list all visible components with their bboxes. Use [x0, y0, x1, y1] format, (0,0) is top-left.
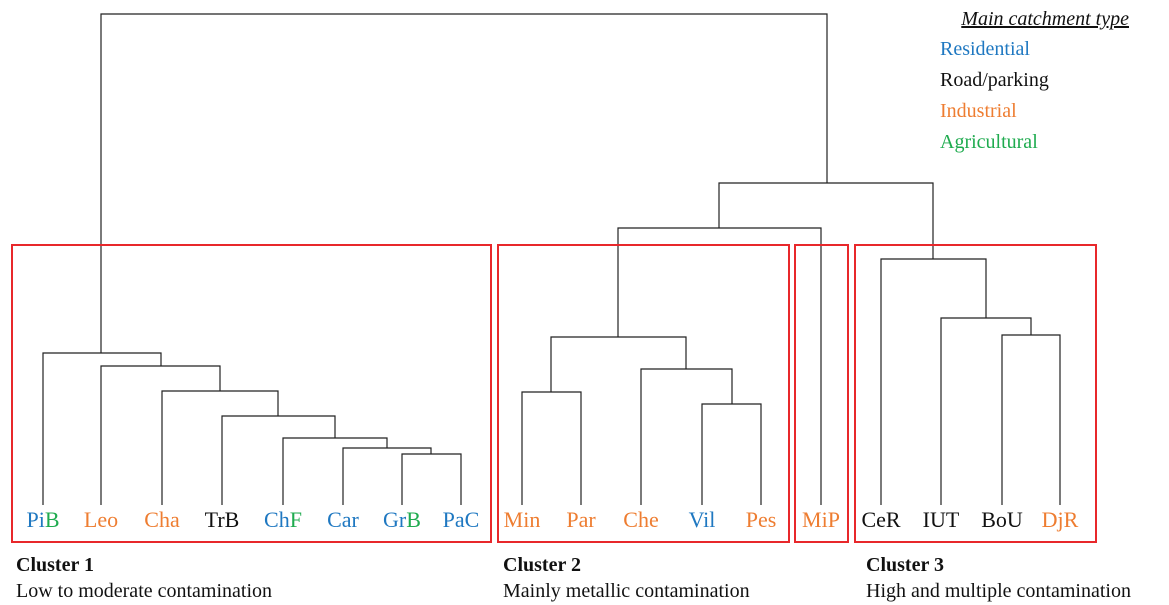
leaf-label-trb: TrB [205, 507, 240, 532]
leaf-label-djr: DjR [1042, 507, 1079, 532]
link-grb-pac [401, 453, 462, 505]
legend-item-residential: Residential [940, 38, 1030, 60]
cluster-1-title: Cluster 1 [16, 554, 94, 576]
cluster-1-description: Low to moderate contamination [16, 580, 272, 602]
leaf-label-pes: Pes [746, 507, 777, 532]
cluster-2-description: Mainly metallic contamination [503, 580, 750, 602]
leaf-label-part: Pes [746, 507, 777, 532]
leaf-label-grb: GrB [383, 507, 421, 532]
link-car-grbpac [342, 447, 432, 505]
legend: Main catchment type Residential Road/par… [940, 8, 1129, 153]
legend-title: Main catchment type [960, 8, 1129, 30]
cluster-1-box [11, 244, 492, 543]
leaf-label-part: Vil [689, 507, 716, 532]
leaf-label-mip: MiP [802, 507, 840, 532]
cluster-captions: Cluster 1 Low to moderate contamination … [16, 554, 1131, 602]
legend-item-industrial: Industrial [940, 100, 1017, 122]
link-cer-rest [880, 258, 987, 505]
legend-item-agricultural: Agricultural [940, 131, 1038, 153]
dendrogram-links [42, 13, 1061, 505]
leaf-label-par: Par [566, 507, 596, 532]
leaf-label-pac: PaC [443, 507, 480, 532]
cluster-mip-box [794, 244, 849, 543]
leaf-label-cer: CeR [861, 507, 900, 532]
cluster-2-title: Cluster 2 [503, 554, 581, 576]
link-cha-rest [161, 390, 279, 505]
leaf-label-part: PaC [443, 507, 480, 532]
leaf-label-part: Leo [84, 507, 118, 532]
leaf-label-leo: Leo [84, 507, 118, 532]
leaf-label-part: B [406, 507, 421, 532]
cluster-boxes [11, 244, 1097, 543]
leaf-label-pib: PiB [26, 507, 59, 532]
link-root [100, 13, 828, 353]
leaf-label-bou: BoU [981, 507, 1023, 532]
cluster-3-description: High and multiple contamination [866, 580, 1131, 602]
leaf-label-part: Ch [264, 507, 290, 532]
leaf-label-part: B [45, 507, 60, 532]
link-vil-pes [701, 403, 762, 505]
leaf-labels: PiB Leo Cha TrB ChF Car GrB PaC Min Par Che Vil Pes M… [26, 507, 1078, 532]
link-leo-rest [100, 365, 221, 505]
link-che-vilpes [640, 368, 733, 505]
leaf-label-part: CeR [861, 507, 900, 532]
link-trb-rest [221, 415, 336, 505]
leaf-label-che: Che [623, 507, 658, 532]
leaf-label-part: Che [623, 507, 658, 532]
cluster-3-title: Cluster 3 [866, 554, 944, 576]
link-min-par [521, 391, 582, 505]
leaf-label-part: Pi [26, 507, 44, 532]
leaf-label-part: BoU [981, 507, 1023, 532]
cluster-2-box [497, 244, 790, 543]
leaf-label-part: Par [566, 507, 596, 532]
cluster-3-box [854, 244, 1097, 543]
leaf-label-car: Car [327, 507, 359, 532]
leaf-label-part: TrB [205, 507, 240, 532]
link-iut-boudjr [940, 317, 1032, 505]
leaf-label-part: Min [504, 507, 541, 532]
link-bou-djr [1001, 334, 1061, 505]
legend-item-road-parking: Road/parking [940, 69, 1049, 91]
leaf-label-part: DjR [1042, 507, 1079, 532]
leaf-label-part: Car [327, 507, 359, 532]
leaf-label-chf: ChF [264, 507, 302, 532]
leaf-label-cha: Cha [144, 507, 180, 532]
leaf-label-iut: IUT [923, 507, 960, 532]
link-cluster2-mip [617, 227, 822, 505]
leaf-label-part: IUT [923, 507, 960, 532]
link-pib-rest [42, 352, 162, 505]
link-minpar-chevilpes [550, 336, 687, 392]
leaf-label-part: F [290, 507, 302, 532]
leaf-label-part: Cha [144, 507, 180, 532]
leaf-label-part: MiP [802, 507, 840, 532]
leaf-label-min: Min [504, 507, 541, 532]
leaf-label-vil: Vil [689, 507, 716, 532]
link-c2-c3 [718, 182, 934, 259]
leaf-label-part: Gr [383, 507, 407, 532]
